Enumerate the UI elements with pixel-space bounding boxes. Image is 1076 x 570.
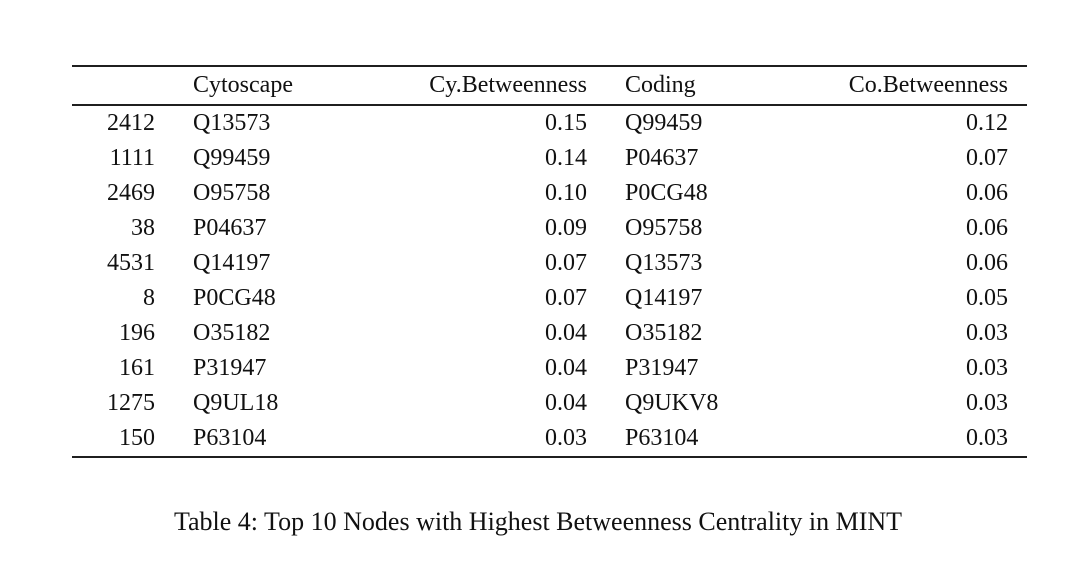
cell-cy-betweenness: 0.09 [545,215,587,241]
cell-coding-id: P31947 [625,355,699,381]
cell-cytoscape-id: O35182 [193,320,271,346]
header-row: Cytoscape Cy.Betweenness Coding Co.Betwe… [72,66,1027,105]
cell-cytoscape-id: Q13573 [193,110,271,136]
table-caption: Table 4: Top 10 Nodes with Highest Betwe… [173,507,903,536]
table-row: 1111 Q99459 0.14 P04637 0.07 [72,141,1027,176]
cell-co-betweenness: 0.07 [966,145,1008,171]
table-body: 2412 Q13573 0.15 Q99459 0.12 1111 Q99459… [72,105,1027,457]
cell-node-number: 1111 [109,145,155,171]
cell-cytoscape-id: Q9UL18 [193,390,279,416]
betweenness-table: Cytoscape Cy.Betweenness Coding Co.Betwe… [72,65,1027,458]
cell-coding-id: Q9UKV8 [625,390,719,416]
cell-coding-id: Q13573 [625,250,703,276]
table-row: 2412 Q13573 0.15 Q99459 0.12 [72,105,1027,141]
cell-co-betweenness: 0.05 [966,285,1008,311]
table-row: 38 P04637 0.09 O95758 0.06 [72,211,1027,246]
header-cell-rank [72,66,174,105]
cell-cytoscape-id: Q14197 [193,250,271,276]
cell-cytoscape-id: P04637 [193,215,267,241]
cell-co-betweenness: 0.06 [966,250,1008,276]
cell-coding-id: O95758 [625,215,703,241]
cell-co-betweenness: 0.12 [966,110,1008,136]
cell-coding-id: O35182 [625,320,703,346]
cell-node-number: 150 [119,425,155,451]
cell-co-betweenness: 0.03 [966,425,1008,451]
cell-cy-betweenness: 0.04 [545,355,587,381]
table-row: 8 P0CG48 0.07 Q14197 0.05 [72,281,1027,316]
cell-node-number: 2412 [107,110,155,136]
cell-node-number: 161 [119,355,155,381]
table-row: 150 P63104 0.03 P63104 0.03 [72,421,1027,457]
cell-node-number: 2469 [107,180,155,206]
cell-coding-id: Q99459 [625,110,703,136]
cell-cy-betweenness: 0.15 [545,110,587,136]
table-row: 1275 Q9UL18 0.04 Q9UKV8 0.03 [72,386,1027,421]
cell-node-number: 8 [143,285,155,311]
cell-cy-betweenness: 0.03 [545,425,587,451]
cell-coding-id: P0CG48 [625,180,708,206]
cell-co-betweenness: 0.03 [966,355,1008,381]
cell-coding-id: Q14197 [625,285,703,311]
cell-co-betweenness: 0.06 [966,215,1008,241]
cell-cy-betweenness: 0.10 [545,180,587,206]
cell-node-number: 38 [131,215,155,241]
header-cell-cytoscape: Cytoscape [193,72,293,98]
cell-coding-id: P63104 [625,425,699,451]
cell-co-betweenness: 0.06 [966,180,1008,206]
table-row: 196 O35182 0.04 O35182 0.03 [72,316,1027,351]
cell-cytoscape-id: Q99459 [193,145,271,171]
cell-cy-betweenness: 0.04 [545,390,587,416]
table-header: Cytoscape Cy.Betweenness Coding Co.Betwe… [72,66,1027,105]
cell-coding-id: P04637 [625,145,699,171]
table-row: 161 P31947 0.04 P31947 0.03 [72,351,1027,386]
cell-co-betweenness: 0.03 [966,390,1008,416]
header-cell-co-betweenness: Co.Betweenness [848,72,1008,98]
cell-node-number: 196 [119,320,155,346]
cell-cy-betweenness: 0.04 [545,320,587,346]
cell-node-number: 4531 [107,250,155,276]
cell-node-number: 1275 [107,390,155,416]
cell-cy-betweenness: 0.07 [545,250,587,276]
header-cell-coding: Coding [625,72,696,98]
header-cell-cy-betweenness: Cy.Betweenness [429,72,587,98]
cell-cytoscape-id: P31947 [193,355,267,381]
table-row: 2469 O95758 0.10 P0CG48 0.06 [72,176,1027,211]
cell-cytoscape-id: O95758 [193,180,271,206]
cell-cytoscape-id: P63104 [193,425,267,451]
table-row: 4531 Q14197 0.07 Q13573 0.06 [72,246,1027,281]
cell-cy-betweenness: 0.07 [545,285,587,311]
cell-co-betweenness: 0.03 [966,320,1008,346]
cell-cy-betweenness: 0.14 [545,145,587,171]
cell-cytoscape-id: P0CG48 [193,285,276,311]
